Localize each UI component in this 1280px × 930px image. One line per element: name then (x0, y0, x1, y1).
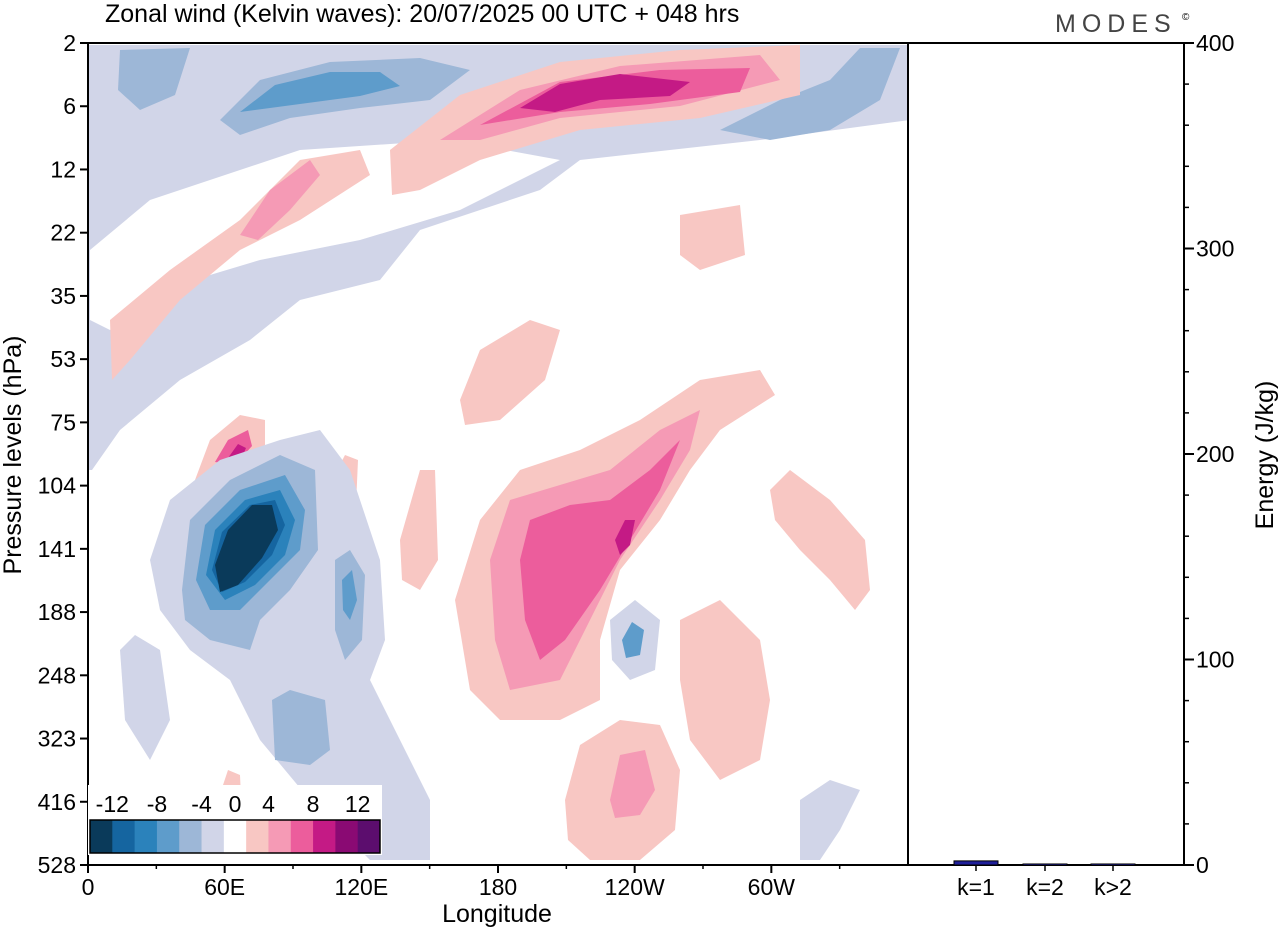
colorbar-label: 0 (229, 791, 242, 817)
contour-pos-right-lower (680, 600, 770, 780)
energy-category-label: k>2 (1094, 874, 1132, 900)
energy-bar (953, 860, 999, 866)
colorbar-label: 4 (262, 791, 275, 817)
svg-text:MODES: MODES (1055, 10, 1177, 38)
contour-neg-main-peak (215, 505, 278, 592)
energy-category-label: k=2 (1026, 874, 1064, 900)
y-tick-label: 53 (50, 346, 76, 372)
y-tick-label: 416 (38, 789, 76, 815)
colorbar-swatch (335, 820, 359, 853)
x-tick-label: 180 (479, 874, 517, 900)
y-tick-label: 12 (50, 156, 76, 182)
contour-neg-lower (272, 690, 330, 765)
colorbar-swatch (179, 820, 203, 853)
contour-pos-main-core (520, 440, 680, 660)
y-tick-label: 75 (50, 409, 76, 435)
contour-pos-lower-core (610, 750, 655, 818)
y-tick-label: 2 (63, 30, 76, 56)
energy-plot-frame (907, 42, 1185, 866)
colorbar-swatch (223, 820, 247, 853)
colorbar-swatch (246, 820, 269, 853)
y-tick-label: 6 (63, 93, 76, 119)
colorbar-swatch (90, 820, 113, 853)
colorbar-label: -12 (96, 791, 129, 817)
y-tick-label: 528 (38, 852, 76, 878)
colorbar-label: -8 (147, 791, 167, 817)
x-tick-label: 60E (204, 874, 245, 900)
contour-pos-upper-band-peak (520, 74, 690, 112)
y-tick-label: 104 (38, 473, 77, 499)
y-tick-label: 35 (50, 283, 76, 309)
modes-logo: MODES © (1055, 10, 1190, 38)
colorbar-swatch (313, 820, 336, 853)
colorbar-label: 12 (345, 791, 371, 817)
x-tick-label: 120W (605, 874, 665, 900)
contour-pos-left-stripe-core (240, 160, 320, 240)
colorbar-swatch (112, 820, 136, 853)
chart-title: Zonal wind (Kelvin waves): 20/07/2025 00… (105, 0, 739, 28)
x-axis-label: Longitude (442, 900, 552, 928)
colorbar-swatch (156, 820, 180, 853)
y-tick-label: 323 (38, 726, 76, 752)
x-tick-label: 60W (748, 874, 796, 900)
contour-neg-upper-right (720, 48, 900, 140)
contour-neg-lower-right (120, 635, 170, 760)
colorbar-label: -4 (191, 791, 212, 817)
contour-neg-upper-left-strip (118, 48, 190, 110)
contour-pos-main-peak (615, 520, 635, 555)
colorbar-swatch (357, 820, 381, 853)
contour-pos-right (770, 470, 870, 610)
energy-category-label: k=1 (957, 874, 995, 900)
y-axis-label: Pressure levels (hPa) (0, 336, 27, 575)
y-tick-label: 248 (38, 662, 76, 688)
contour-pos-left-stripe (110, 150, 370, 380)
colorbar-swatch (134, 820, 158, 853)
energy-tick-label: 100 (1196, 647, 1234, 673)
x-tick-label: 120E (334, 874, 388, 900)
contour-neg-right-small-core (342, 570, 357, 620)
contour-white-gap (90, 140, 560, 330)
svg-text:©: © (1182, 12, 1190, 23)
energy-tick-label: 200 (1196, 441, 1234, 467)
y-tick-label: 188 (38, 599, 76, 625)
x-tick-label: 0 (82, 874, 95, 900)
energy-tick-label: 400 (1196, 30, 1234, 56)
contour-neg-far-right (800, 780, 860, 860)
colorbar-swatch (290, 820, 314, 853)
contour-pos-mid-blob (460, 320, 560, 425)
energy-tick-label: 300 (1196, 236, 1234, 262)
y-tick-label: 141 (38, 536, 76, 562)
y-axis-pressure: 2 6 12 22 35 53 75 104 141 188 248 323 416 528 (38, 30, 88, 878)
energy-axis-label: Energy (J/kg) (1251, 381, 1279, 530)
energy-bar-chart: 0 100 200 300 400 k=1 k=2 k>2 (953, 30, 1234, 900)
x-axis-longitude: 0 60E 120E 180 120W 60W (82, 865, 841, 900)
y-tick-label: 22 (50, 220, 76, 246)
contour-pos-right-upper (680, 205, 745, 270)
contour-neg-band-upper (88, 45, 908, 470)
contour-field (88, 45, 908, 860)
contour-neg-upper-left-core (240, 72, 400, 112)
colorbar-swatch (268, 820, 292, 853)
colorbar-frame (89, 819, 381, 854)
contour-neg-mid-right-core (622, 622, 644, 658)
colorbar-swatch (201, 820, 225, 853)
contour-pos-leftmid (400, 470, 438, 590)
colorbar-label: 8 (307, 791, 320, 817)
energy-tick-label: 0 (1196, 852, 1209, 878)
colorbar-legend: -12 -8 -4 0 4 8 12 (88, 785, 382, 855)
